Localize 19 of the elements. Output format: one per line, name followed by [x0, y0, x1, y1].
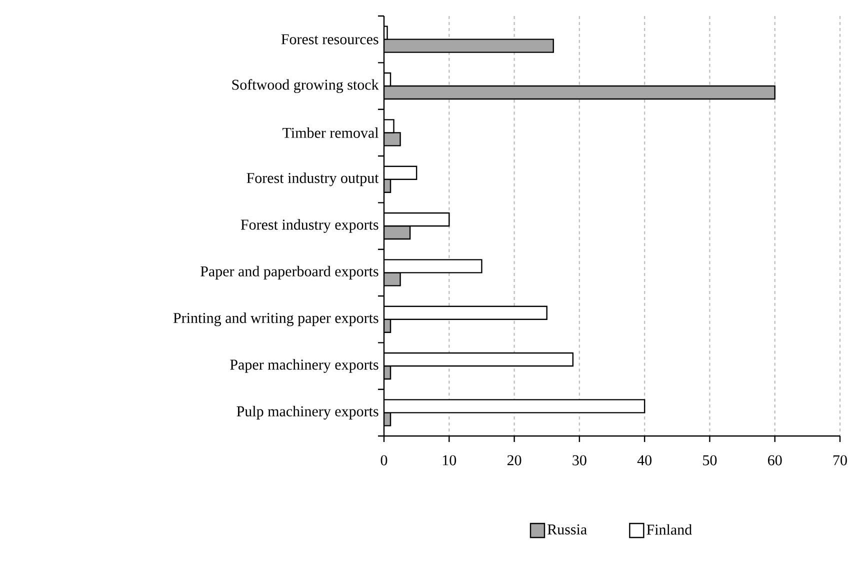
x-tick-label: 0: [380, 455, 388, 466]
x-tick-label: 40: [637, 455, 652, 466]
y-tick-label: Forest industry exports: [240, 219, 378, 233]
legend-label: Russia: [548, 524, 587, 534]
x-tick-label: 50: [703, 455, 717, 466]
text: Finland: [646, 524, 692, 535]
y-tick-label: Printing and writing paper exports: [173, 312, 378, 326]
y-tick-label: Paper machinery exports: [230, 359, 378, 373]
x-tick-label: 60: [768, 455, 782, 466]
x-tick-label: 10: [442, 455, 456, 466]
x-tick-label: 70: [833, 455, 847, 466]
y-tick-label: Paper and paperboard exports: [200, 266, 378, 280]
y-tick-label: Softwood growing stock: [232, 79, 379, 93]
y-tick-label: Forest resources: [281, 34, 378, 44]
x-tick-label: 20: [507, 455, 522, 466]
y-tick-label: Forest industry output: [246, 172, 379, 186]
x-tick-label: 30: [572, 455, 586, 466]
y-tick-label: Pulp machinery exports: [236, 406, 378, 420]
y-tick-label: Timber removal: [282, 127, 379, 138]
